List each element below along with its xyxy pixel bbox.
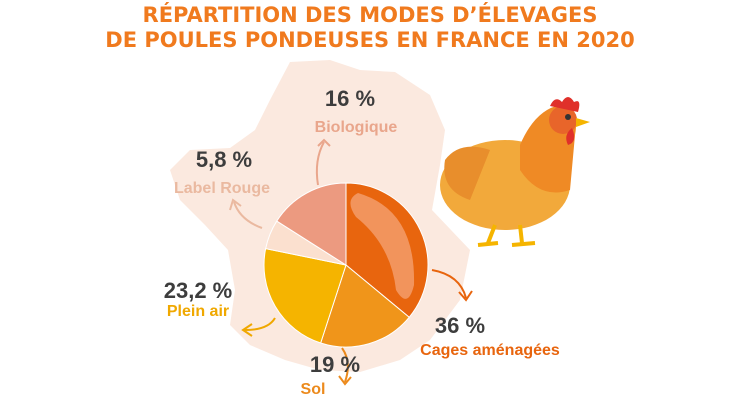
chart-title: RÉPARTITION DES MODES D’ÉLEVAGES — [143, 2, 598, 27]
category-label: Cages aménagées — [420, 342, 560, 359]
chicken — [440, 97, 590, 247]
chart-title: DE POULES PONDEUSES EN FRANCE EN 2020 — [105, 28, 634, 52]
pie-slice — [263, 248, 347, 344]
value-label: 16 % — [325, 86, 375, 111]
pie-slice — [276, 182, 347, 266]
category-label: Biologique — [315, 119, 398, 136]
pie-slice — [320, 264, 410, 348]
category-label: Label Rouge — [174, 180, 270, 197]
value-label: 23,2 % — [164, 278, 233, 303]
value-label: 36 % — [435, 313, 485, 338]
value-label: 19 % — [310, 352, 360, 377]
slice-highlight — [350, 193, 415, 299]
category-label: Plein air — [167, 303, 229, 320]
category-label: Sol — [301, 381, 326, 398]
value-label: 5,8 % — [196, 147, 252, 172]
pie — [263, 182, 429, 348]
arrows — [229, 138, 473, 386]
